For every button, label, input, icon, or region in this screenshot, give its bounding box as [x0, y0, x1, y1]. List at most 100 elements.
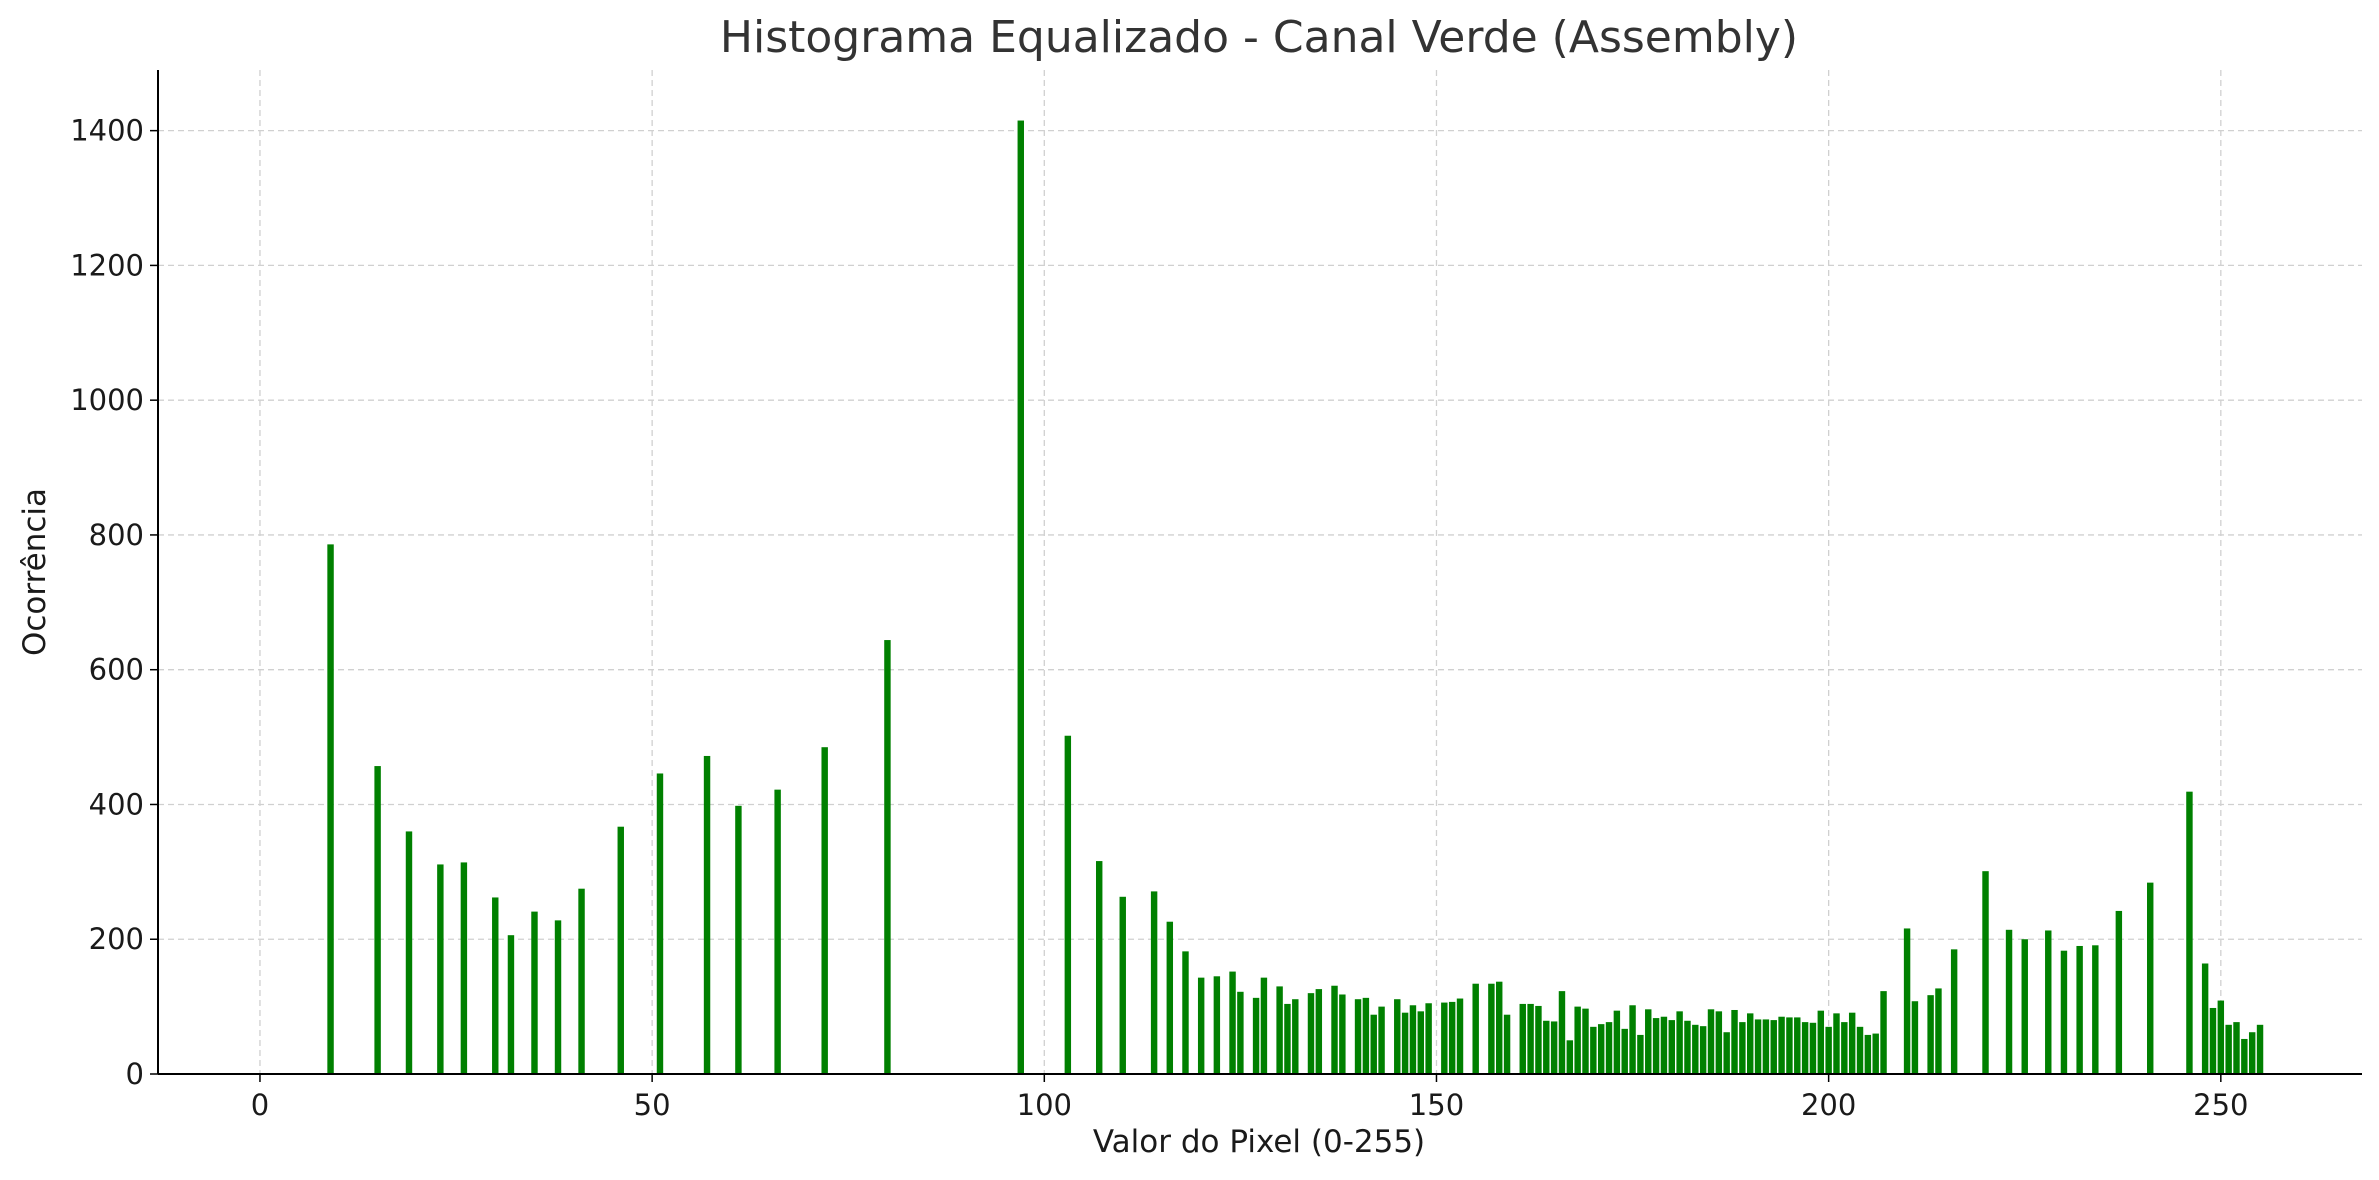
histogram-bar [1441, 1002, 1448, 1074]
histogram-bar [617, 826, 624, 1074]
histogram-bar [1652, 1018, 1660, 1074]
histogram-bar [1472, 983, 1479, 1074]
histogram-bar [1801, 1022, 1809, 1074]
histogram-bar [1841, 1022, 1848, 1074]
x-tick-label: 200 [1801, 1088, 1856, 1122]
histogram-bar [1260, 977, 1268, 1074]
y-tick-label: 1200 [70, 248, 144, 282]
histogram-bar [1150, 891, 1158, 1074]
histogram-bar [2209, 1007, 2217, 1074]
histogram-bar [1276, 986, 1283, 1074]
histogram-bar [1778, 1016, 1785, 1074]
histogram-bar [507, 935, 515, 1074]
histogram-bar [1503, 1014, 1511, 1074]
histogram-bar [1872, 1033, 1879, 1074]
histogram-bar [374, 766, 381, 1074]
histogram-bar [1425, 1003, 1432, 1074]
histogram-bar [1354, 999, 1362, 1074]
histogram-bar [1770, 1020, 1777, 1074]
histogram-bar [1566, 1040, 1574, 1074]
x-tick-label: 250 [2193, 1088, 2248, 1122]
histogram-bar [1794, 1017, 1801, 1074]
histogram-bar [1292, 999, 1299, 1074]
histogram-bar [1848, 1012, 1856, 1074]
histogram-bar [1613, 1010, 1621, 1074]
histogram-bar [1880, 991, 1887, 1074]
histogram-bar [1378, 1006, 1385, 1074]
histogram-bar [1213, 976, 1221, 1074]
y-tick-label: 600 [89, 653, 144, 687]
histogram-bar [1535, 1005, 1542, 1074]
histogram-bar [437, 864, 444, 1074]
histogram-bar [1645, 1009, 1652, 1074]
histogram-bar [578, 888, 585, 1074]
histogram-bar [2076, 945, 2083, 1074]
histogram-bar [1731, 1009, 1738, 1074]
histogram-bar [1692, 1024, 1699, 1074]
histogram-bar [1448, 1001, 1456, 1074]
histogram-bar [1668, 1020, 1675, 1074]
histogram-bar [1621, 1028, 1628, 1074]
histogram-bar [656, 773, 664, 1074]
histogram-bar [1456, 998, 1464, 1074]
histogram-bar [1809, 1022, 1817, 1074]
histogram-bar [1817, 1010, 1825, 1074]
histogram-bar [703, 755, 711, 1074]
histogram-bar [735, 805, 742, 1074]
histogram-bar [1982, 871, 1989, 1074]
histogram-bar [1339, 994, 1346, 1074]
histogram-bar [1394, 999, 1401, 1074]
histogram-bar [1864, 1034, 1872, 1074]
histogram-bar [1699, 1026, 1707, 1074]
histogram-bar [774, 789, 781, 1074]
x-tick-label: 150 [1409, 1088, 1464, 1122]
histogram-bar [1597, 1024, 1605, 1074]
histogram-bar [1488, 983, 1495, 1074]
histogram-bar [1762, 1019, 1770, 1074]
histogram-bar [492, 897, 499, 1074]
y-tick-label: 0 [126, 1057, 144, 1091]
y-tick-label: 400 [89, 787, 144, 821]
ticks: 0 50 100 150 200 250 0 200 400 600 800 1000 1200 1400 [70, 114, 2248, 1122]
histogram-bar [1825, 1026, 1832, 1074]
histogram-bar [1331, 985, 1338, 1074]
histogram-bar [1095, 861, 1103, 1074]
histogram-bar [1417, 1011, 1425, 1074]
histogram-bar [1119, 896, 1126, 1074]
histogram-bar [1935, 988, 1942, 1074]
axes [157, 70, 2362, 1075]
histogram-bar [2201, 963, 2209, 1074]
y-tick-label: 800 [89, 518, 144, 552]
y-tick-label: 1400 [70, 114, 144, 148]
histogram-bar [1197, 977, 1205, 1074]
histogram-bar [1543, 1020, 1550, 1074]
histogram-bar [327, 544, 334, 1074]
histogram-bar [1166, 921, 1174, 1074]
grid [158, 70, 2362, 1075]
histogram-bar [2045, 930, 2052, 1074]
histogram-bar [1590, 1026, 1597, 1074]
histogram-bar [2241, 1038, 2248, 1074]
histogram-bar [821, 747, 828, 1074]
bars [327, 120, 2264, 1074]
histogram-bar [1605, 1022, 1613, 1074]
y-axis-title: Ocorrência [17, 488, 53, 656]
histogram-bar [1409, 1005, 1417, 1074]
histogram-bar [554, 920, 562, 1074]
histogram-bar [1527, 1003, 1534, 1074]
histogram-bar [1252, 997, 1260, 1074]
histogram-bar [2186, 791, 2193, 1074]
histogram-bar [1182, 951, 1189, 1074]
histogram-bar [1927, 995, 1934, 1074]
histogram-bar [1950, 949, 1958, 1074]
y-tick-label: 1000 [70, 383, 144, 417]
chart-title: Histograma Equalizado - Canal Verde (Ass… [720, 12, 1798, 63]
histogram-bar [1629, 1005, 1636, 1074]
histogram-bar [1723, 1032, 1730, 1074]
histogram-bar [2248, 1032, 2256, 1074]
histogram-bar [1315, 989, 1323, 1074]
histogram-bar [2092, 945, 2099, 1074]
x-axis-title: Valor do Pixel (0-255) [1093, 1124, 1425, 1160]
histogram-bar [1307, 993, 1315, 1074]
